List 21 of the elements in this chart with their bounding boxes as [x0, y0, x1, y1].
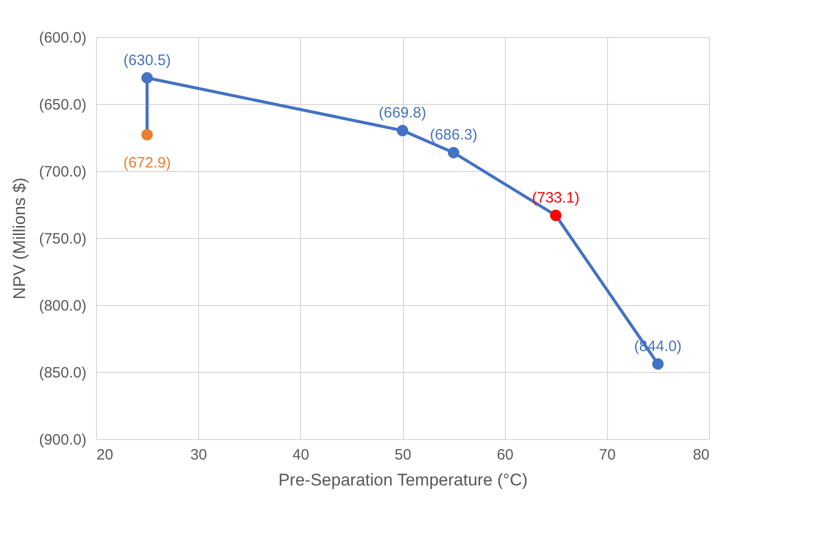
data-label: (630.5): [123, 52, 171, 69]
x-tick-label: 50: [394, 446, 412, 464]
y-tick-label: (750.0): [38, 230, 86, 248]
y-tick-label: (600.0): [38, 30, 86, 46]
x-tick-label: 60: [496, 446, 514, 464]
data-label: (733.1): [532, 189, 580, 206]
x-tick-label: 40: [292, 446, 310, 464]
y-axis-title: NPV (Millions $): [10, 178, 29, 300]
y-tick-label: (700.0): [38, 164, 86, 180]
y-tick-label: (800.0): [38, 298, 86, 314]
y-tick-label: (850.0): [38, 364, 86, 382]
x-tick-label: 20: [96, 446, 114, 464]
x-tick-label: 80: [692, 446, 710, 464]
x-tick-label: 30: [190, 446, 208, 464]
x-tick-label: 70: [598, 446, 616, 464]
data-label: (686.3): [430, 126, 478, 144]
x-axis-title: Pre-Separation Temperature (°C): [278, 470, 528, 490]
data-label: (669.8): [378, 104, 426, 122]
y-tick-label: (650.0): [38, 96, 86, 114]
data-label: (672.9): [123, 154, 171, 172]
y-tick-label: (900.0): [38, 432, 86, 448]
